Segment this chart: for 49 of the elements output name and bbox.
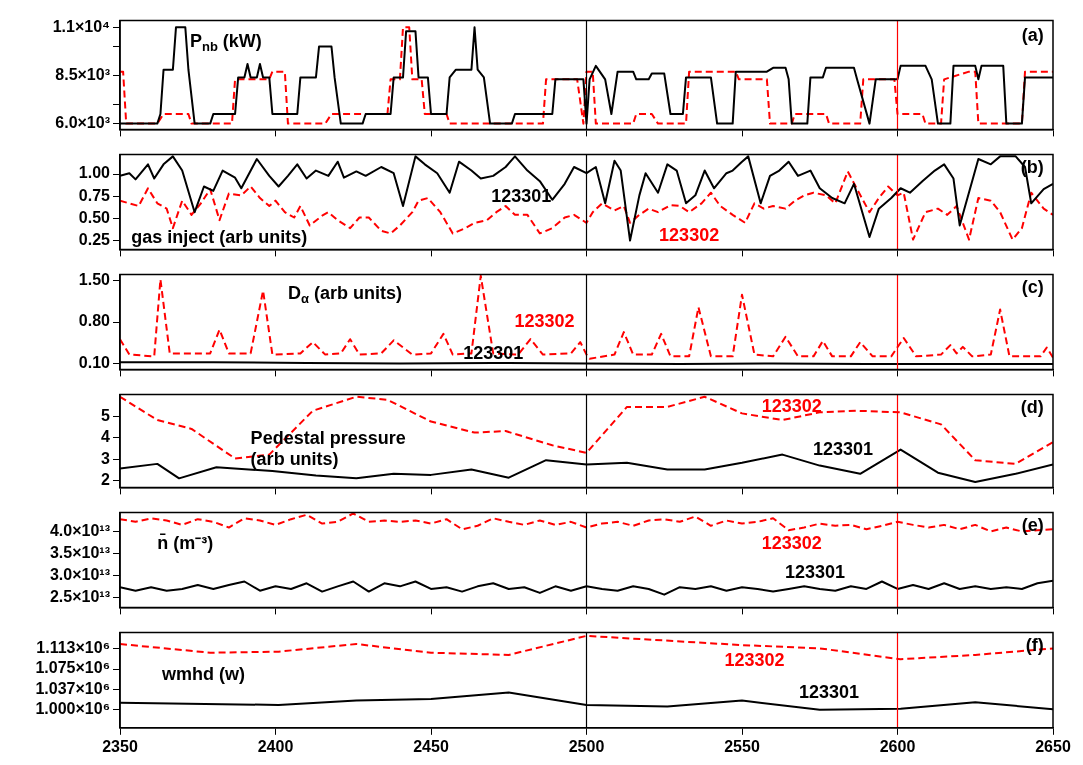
y-tick-label: 0.25: [78, 230, 111, 248]
x-tick-label: 2400: [257, 737, 294, 755]
y-tick-label: 4.0×10¹³: [49, 521, 110, 539]
y-tick-label: 3: [101, 449, 111, 467]
y-tick-label: 1.00: [78, 164, 111, 182]
annotation: (a): [1021, 24, 1044, 45]
series-label: 123302: [724, 650, 785, 671]
x-tick-label: 2650: [1035, 737, 1071, 755]
x-tick-label: 2550: [724, 737, 760, 755]
y-tick-label: 0.10: [78, 353, 111, 371]
annotation: (e): [1021, 514, 1044, 535]
series-label: 123301: [799, 682, 860, 703]
y-tick-label: 0.80: [78, 312, 111, 330]
annotation: Pedestal pressure: [250, 428, 406, 449]
annotation: (d): [1020, 396, 1044, 417]
y-tick-label: 1.113×10⁶: [36, 638, 110, 656]
series-label: 123302: [761, 532, 822, 553]
y-tick-label: 3.0×10¹³: [49, 565, 110, 583]
y-tick-label: 1.000×10⁶: [35, 700, 110, 718]
y-tick-label: 4: [101, 428, 111, 446]
y-tick-label: 0.75: [78, 186, 111, 204]
y-tick-label: 1.075×10⁶: [35, 659, 110, 677]
y-tick-label: 0.50: [78, 208, 111, 226]
annotation: (c): [1021, 276, 1044, 297]
x-tick-label: 2600: [879, 737, 916, 755]
x-tick-label: 2350: [102, 737, 138, 755]
y-tick-label: 2: [101, 471, 111, 489]
x-tick-label: 2500: [568, 737, 605, 755]
y-tick-label: 3.5×10¹³: [49, 543, 110, 561]
series-label: 123301: [463, 343, 524, 364]
annotation: (f): [1025, 634, 1044, 655]
series-label: 123302: [659, 225, 720, 246]
y-tick-label: 8.5×10³: [55, 65, 110, 83]
y-tick-label: 1.037×10⁶: [35, 680, 110, 698]
y-tick-label: 6.0×10³: [55, 114, 110, 132]
y-tick-label: 1.1×10⁴: [52, 17, 111, 35]
series-label: 123301: [785, 562, 846, 583]
x-tick-label: 2450: [413, 737, 449, 755]
series-label: 123302: [514, 310, 575, 331]
annotation: (arb units): [250, 448, 339, 469]
y-tick-label: 2.5×10¹³: [49, 587, 110, 605]
annotation: gas inject (arb units): [131, 226, 308, 247]
series-label: 123301: [491, 186, 552, 207]
series-label: 123302: [761, 395, 822, 416]
series-label: 123301: [813, 439, 874, 460]
y-tick-label: 5: [101, 406, 111, 424]
annotation: n̄ (m⁻³): [157, 532, 214, 553]
annotation: wmhd (w): [160, 664, 245, 685]
y-tick-label: 1.50: [78, 270, 111, 288]
